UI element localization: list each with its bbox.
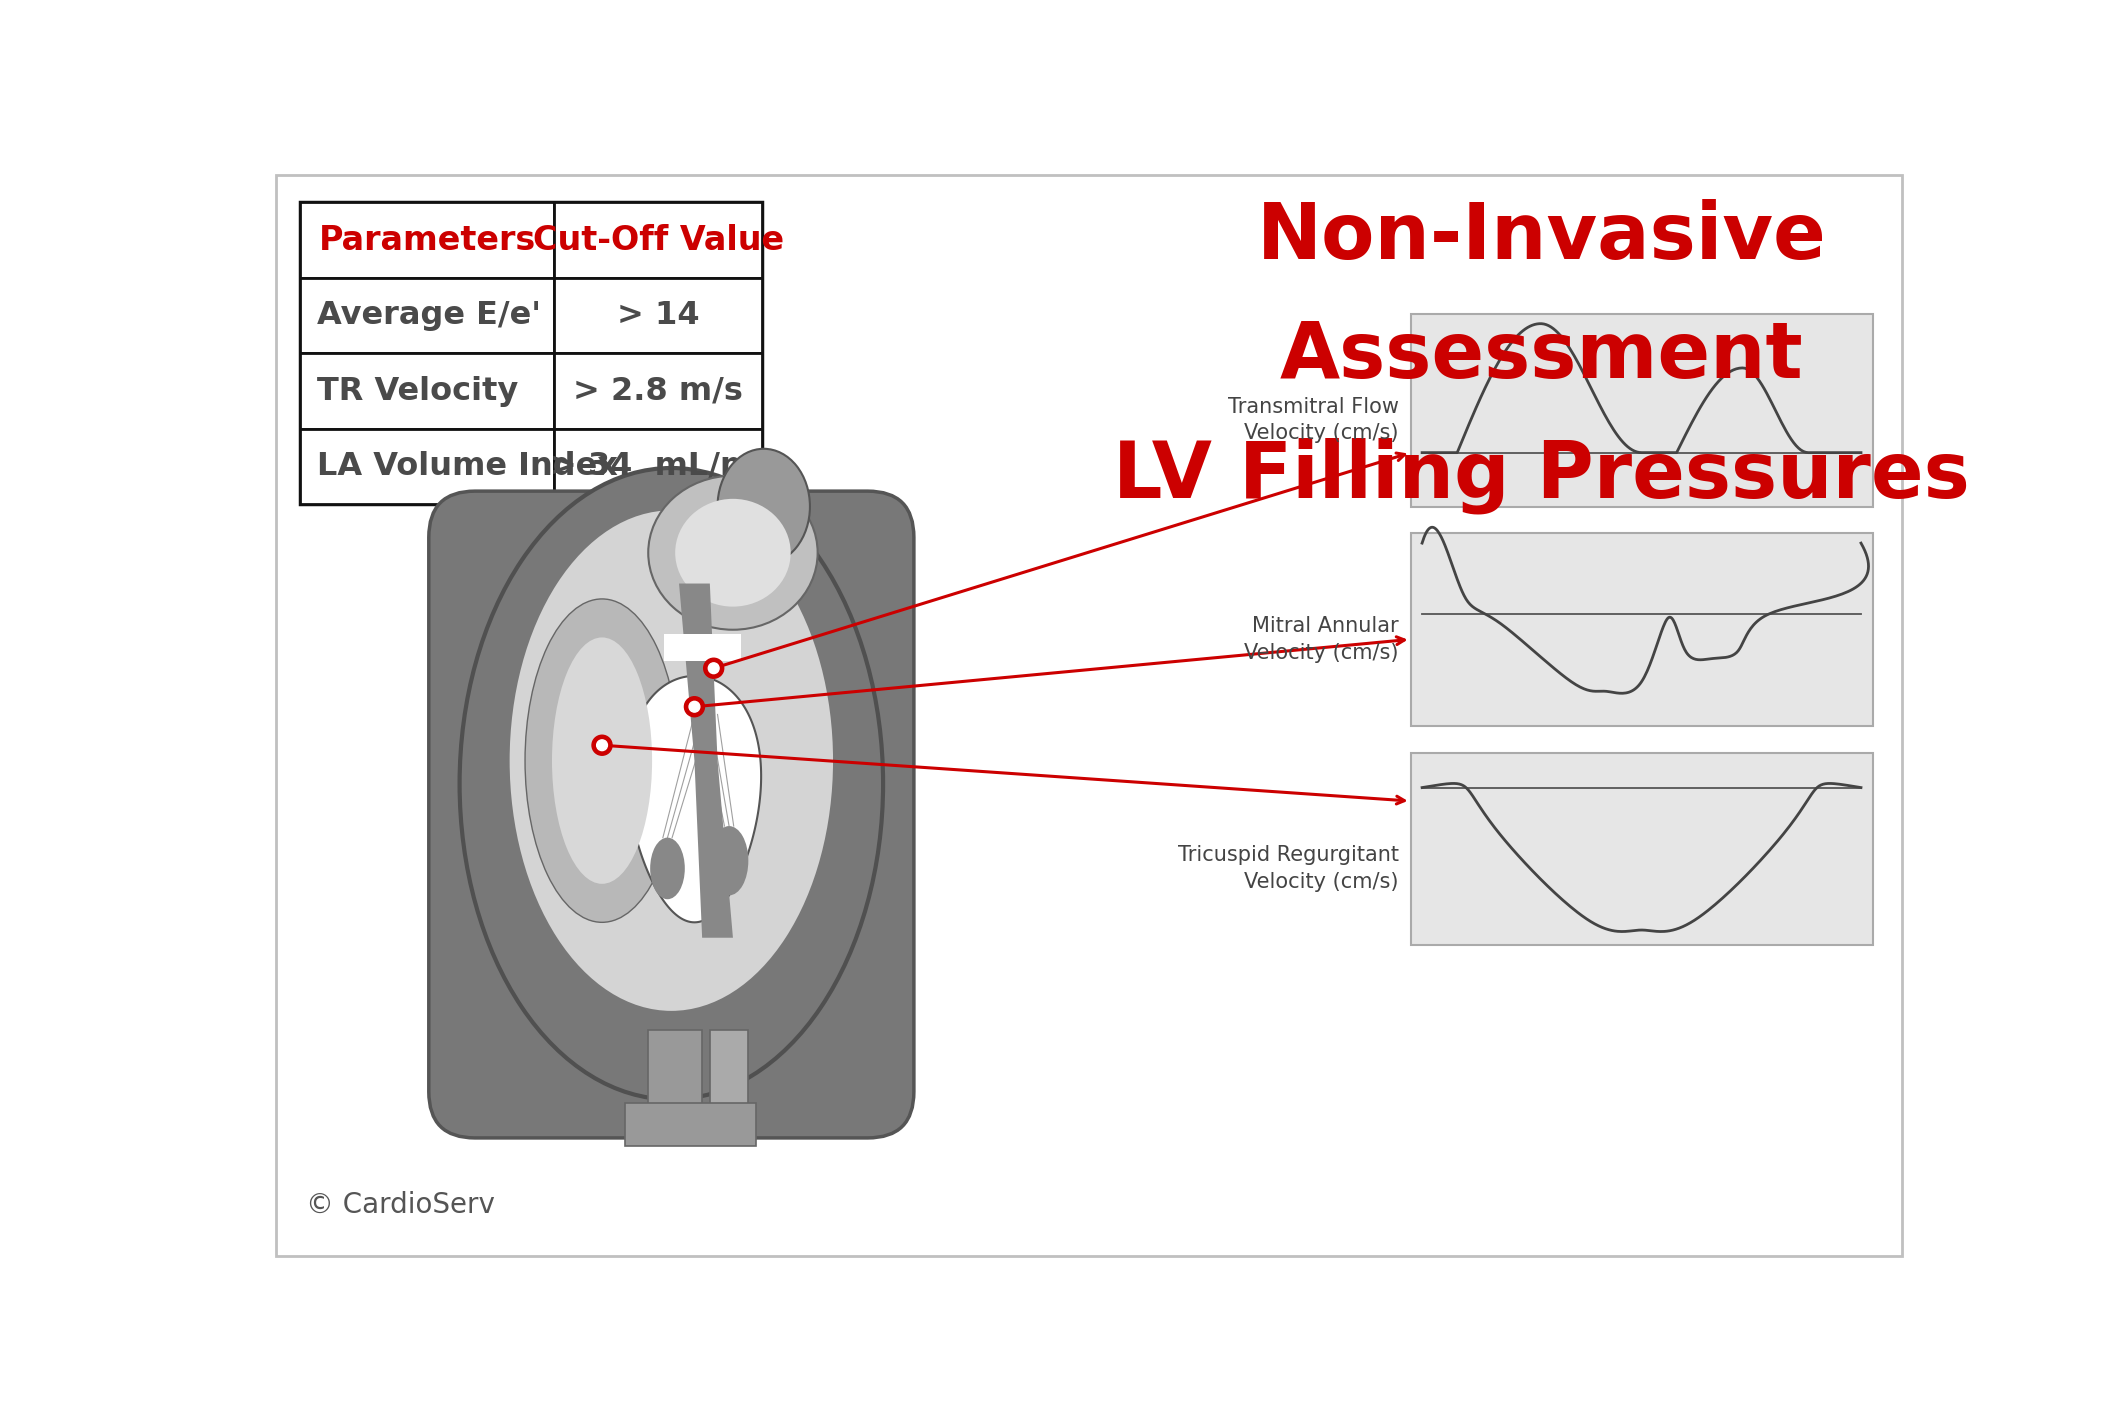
Ellipse shape <box>510 510 833 1010</box>
Bar <box>300 203 555 278</box>
Circle shape <box>703 659 725 679</box>
Ellipse shape <box>552 638 652 884</box>
Bar <box>1411 752 1872 945</box>
Ellipse shape <box>525 599 680 922</box>
Text: TR Velocity: TR Velocity <box>317 376 518 407</box>
Bar <box>300 353 555 429</box>
Polygon shape <box>627 676 761 922</box>
Bar <box>555 429 763 504</box>
FancyBboxPatch shape <box>429 492 914 1138</box>
Text: Tricuspid Regurgitant
Velocity (cm/s): Tricuspid Regurgitant Velocity (cm/s) <box>1177 845 1398 891</box>
Text: Cut-Off Value: Cut-Off Value <box>533 224 784 256</box>
Bar <box>555 278 763 353</box>
Text: © CardioServ: © CardioServ <box>306 1190 495 1219</box>
Text: Mitral Annular
Velocity (cm/s): Mitral Annular Velocity (cm/s) <box>1245 616 1398 663</box>
Text: Parameters: Parameters <box>319 224 536 256</box>
Ellipse shape <box>459 468 884 1100</box>
Text: Transmitral Flow
Velocity (cm/s): Transmitral Flow Velocity (cm/s) <box>1228 397 1398 444</box>
Ellipse shape <box>710 826 748 896</box>
Bar <box>625 1104 756 1145</box>
Bar <box>1411 315 1872 506</box>
Ellipse shape <box>648 476 818 629</box>
Circle shape <box>593 735 612 755</box>
Bar <box>300 429 555 504</box>
Bar <box>648 1030 701 1115</box>
Text: > 2.8 m/s: > 2.8 m/s <box>574 376 744 407</box>
Text: Average E/e': Average E/e' <box>317 300 542 332</box>
Text: Non-Invasive: Non-Invasive <box>1256 198 1825 275</box>
Circle shape <box>684 697 706 717</box>
Text: LV Filling Pressures: LV Filling Pressures <box>1114 438 1970 514</box>
Bar <box>710 1030 748 1115</box>
Bar <box>1411 533 1872 726</box>
Polygon shape <box>680 584 733 938</box>
Ellipse shape <box>650 837 684 900</box>
Circle shape <box>688 701 699 713</box>
Text: > 14: > 14 <box>616 300 699 332</box>
Bar <box>300 203 763 504</box>
Text: > 34  mL/m²: > 34 mL/m² <box>550 451 767 482</box>
Bar <box>555 353 763 429</box>
Ellipse shape <box>676 499 790 606</box>
Ellipse shape <box>718 449 810 564</box>
Text: LA Volume Index: LA Volume Index <box>317 451 618 482</box>
Circle shape <box>597 740 608 751</box>
Bar <box>300 278 555 353</box>
Text: Assessment: Assessment <box>1279 317 1804 394</box>
Circle shape <box>708 663 718 673</box>
Bar <box>663 633 742 660</box>
Bar <box>555 203 763 278</box>
